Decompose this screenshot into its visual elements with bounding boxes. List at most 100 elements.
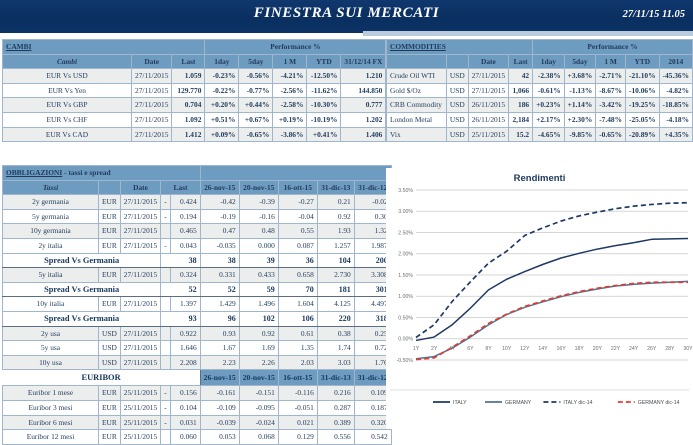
commodities-last: 1,066 <box>508 82 534 99</box>
euribor-c2: -0.095 <box>238 399 279 416</box>
euribor-name: Euribor 1 mese <box>2 385 99 401</box>
commodities-performance-title: Performance % <box>532 39 693 55</box>
bond-date: 27/11/2015 <box>119 354 162 371</box>
bond-last-sign <box>160 325 171 342</box>
euribor-last-sign: - <box>160 385 171 401</box>
commodities-date: 27/11/2015 <box>467 82 510 99</box>
cambi-instrument-name: EUR Vs CHF <box>2 111 132 128</box>
obbligazioni-section-title: OBBLIGAZIONI - tassi e spread <box>2 165 201 181</box>
bond-currency: EUR <box>98 194 121 210</box>
commodities-header-8: 2014 <box>658 53 693 70</box>
chart-xtick-label: 2Y <box>431 346 438 352</box>
bond-last-sign <box>160 354 171 371</box>
bond-instrument-name: 10y germania <box>2 223 99 239</box>
commodities-perf-1day: -2.38% <box>532 68 565 84</box>
bond-c1: 0.47 <box>199 223 240 239</box>
bond-currency: EUR <box>98 296 121 312</box>
bond-c4: 1.257 <box>316 237 355 254</box>
euribor-date: 25/11/2015 <box>119 385 162 401</box>
bond-date: 27/11/2015 <box>119 223 162 239</box>
chart-legend-item[interactable]: ITALY <box>433 400 467 406</box>
spread-last: 52 <box>160 281 201 298</box>
bond-c3: -0.04 <box>277 208 318 225</box>
cambi-date: 27/11/2015 <box>130 97 173 113</box>
chart-ytick-label: 3.50% <box>398 188 413 194</box>
spread-label: Spread Vs Germania <box>1 281 162 298</box>
chart-xtick-label: 6Y <box>467 346 474 352</box>
commodities-instrument-name: Crude Oil WTI <box>386 68 447 84</box>
obbligazioni-header-1 <box>98 179 121 196</box>
commodities-instrument-name: London Metal <box>386 111 447 128</box>
spread-c4: 181 <box>316 281 355 298</box>
bond-c1: -0.19 <box>199 208 240 225</box>
commodities-currency: USD <box>445 68 469 84</box>
commodities-last: 2,184 <box>508 111 534 128</box>
cambi-table: CAMBI Performance % Cambi Date Last 1day 5da… <box>1 39 387 143</box>
cambi-instrument-name: EUR Vs USD <box>2 68 132 84</box>
table-row: 5y italia EUR 27/11/2015 0.324 0.331 0.433 0.6… <box>2 267 392 283</box>
table-row: 2y usa USD 27/11/2015 0.922 0.93 0.92 0.61 0.38… <box>2 325 392 342</box>
commodities-last: 186 <box>508 97 534 113</box>
table-row: Euribor 3 mesi EUR 25/11/2015-0.104 -0.109-… <box>2 399 392 416</box>
spread-c1: 52 <box>199 281 240 298</box>
table-row: London Metal USD 26/11/2015 2,184 +2.17% +2.3… <box>386 111 693 128</box>
euribor-currency: EUR <box>98 414 121 431</box>
euribor-last: 0.156 <box>169 385 201 401</box>
bond-last-sign <box>160 223 171 239</box>
cambi-perf-1day: -0.23% <box>204 68 240 84</box>
chart-xtick-label: 10Y <box>502 346 512 352</box>
spread-last: 93 <box>160 310 201 327</box>
page-title: FINESTRA SUI MERCATI <box>253 5 440 21</box>
obbligazioni-panel: OBBLIGAZIONI - tassi e spread Tassi Date L… <box>1 165 392 445</box>
chart-xtick-label: 20Y <box>593 346 603 352</box>
bond-c1: 0.93 <box>199 325 240 342</box>
commodities-perf-ytd: -25.05% <box>625 111 660 128</box>
chart-legend-item[interactable]: GERMANY <box>485 400 532 406</box>
cambi-last: 1.059 <box>171 68 206 84</box>
commodities-perf-5day: -1.13% <box>563 82 597 99</box>
chart-legend-item[interactable]: ITALY dic-14 <box>543 400 593 406</box>
bond-date: 27/11/2015 <box>119 340 162 356</box>
table-row: Crude Oil WTI USD 27/11/2015 42 -2.38% +3.68%… <box>386 68 693 84</box>
bond-c3: -0.27 <box>277 194 318 210</box>
table-row: EUR Vs CAD 27/11/2015 1.412 +0.09% -0.65% -3.… <box>2 126 387 143</box>
bond-c3: 0.087 <box>277 237 318 254</box>
spread-c3: 106 <box>277 310 318 327</box>
cambi-date: 27/11/2015 <box>130 126 173 143</box>
spread-c1: 38 <box>199 252 240 269</box>
obbligazioni-section-header: OBBLIGAZIONI - tassi e spread <box>2 165 392 181</box>
chart-xtick-label: 30Y <box>683 346 693 352</box>
commodities-header-7: YTD <box>625 53 660 70</box>
cambi-perf-ytd: +0.41% <box>306 126 342 143</box>
table-row: 5y germania EUR 27/11/2015-0.194 -0.19 -0.16… <box>2 208 392 225</box>
bond-c1: -0.42 <box>199 194 240 210</box>
table-row: 2y italia EUR 27/11/2015-0.043 -0.035 0.000 0… <box>2 237 392 254</box>
table-row: Euribor 12 mesi EUR 25/11/2015 0.060 0.053 0.… <box>2 429 392 445</box>
spread-c4: 104 <box>316 252 355 269</box>
bond-last-sign: - <box>160 237 171 254</box>
commodities-perf-2014: -4.18% <box>658 111 693 128</box>
bond-instrument-name: 5y italia <box>2 267 99 283</box>
cambi-fx-2014: 1.210 <box>340 68 387 84</box>
commodities-perf-1day: +2.17% <box>532 111 565 128</box>
cambi-perf-1day: -0.22% <box>204 82 240 99</box>
obbligazioni-table: OBBLIGAZIONI - tassi e spread Tassi Date L… <box>1 165 392 445</box>
spread-label: Spread Vs Germania <box>1 310 162 327</box>
chart-xtick-label: 1Y <box>413 346 420 352</box>
cambi-fx-2014: 0.777 <box>340 97 387 113</box>
cambi-last: 1.412 <box>171 126 206 143</box>
cambi-perf-1day: +0.20% <box>204 97 240 113</box>
bond-instrument-name: 5y germania <box>2 208 99 225</box>
cambi-header-4: 5day <box>238 53 274 70</box>
chart-legend-item[interactable]: GERMANY dic-14 <box>617 400 680 406</box>
commodities-currency: USD <box>445 111 469 128</box>
commodities-perf-1day: +0.23% <box>532 97 565 113</box>
commodities-last: 15.2 <box>508 126 534 143</box>
bond-last-sign <box>160 296 171 312</box>
commodities-header-1 <box>445 53 469 70</box>
bond-c5: 4.497 <box>353 296 392 312</box>
cambi-date: 27/11/2015 <box>130 68 173 84</box>
bond-last: 0.043 <box>169 237 201 254</box>
chart-series-italy-dic-14 <box>415 201 689 339</box>
cambi-performance-title: Performance % <box>204 39 387 55</box>
